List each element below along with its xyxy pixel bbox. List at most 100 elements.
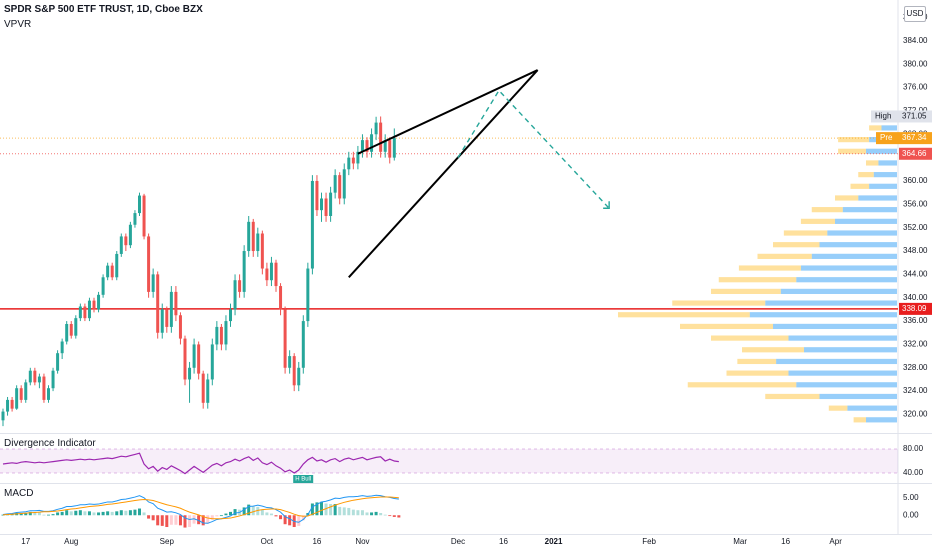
macd-histogram-bar bbox=[183, 515, 187, 528]
candle-body bbox=[370, 134, 374, 152]
y-tick-label: 328.00 bbox=[903, 363, 928, 372]
y-tick-label: 360.00 bbox=[903, 176, 928, 185]
macd-histogram-bar bbox=[174, 515, 178, 525]
candle-body bbox=[56, 353, 60, 371]
bull-badge-text: H Bull bbox=[295, 477, 311, 483]
macd-histogram-bar bbox=[219, 515, 223, 517]
macd-histogram-bar bbox=[233, 509, 237, 516]
macd-histogram-bar bbox=[297, 515, 301, 526]
pane-title-divergence[interactable]: Divergence Indicator bbox=[4, 438, 96, 449]
candle-body bbox=[360, 140, 364, 152]
macd-histogram-bar bbox=[242, 507, 246, 516]
macd-histogram-bar bbox=[274, 515, 278, 517]
macd-histogram-bar bbox=[324, 503, 328, 516]
candle-body bbox=[215, 326, 219, 345]
macd-histogram-bar bbox=[110, 511, 114, 516]
volume-profile-up-bar bbox=[788, 335, 897, 341]
volume-profile-down-bar bbox=[718, 277, 797, 283]
macd-histogram-bar bbox=[28, 511, 32, 516]
y-tick-label: 332.00 bbox=[903, 340, 928, 349]
macd-histogram-bar bbox=[138, 508, 141, 516]
volume-profile-up-bar bbox=[773, 323, 897, 330]
macd-histogram-bar bbox=[370, 512, 374, 516]
currency-button[interactable]: USD bbox=[904, 6, 926, 22]
macd-histogram-bar bbox=[301, 515, 305, 521]
macd-histogram-bar bbox=[247, 504, 251, 516]
macd-histogram-bar bbox=[56, 512, 60, 516]
volume-profile-down-bar bbox=[711, 288, 781, 294]
volume-profile-up-bar bbox=[776, 358, 897, 365]
indicator-label-vpvr[interactable]: VPVR bbox=[4, 19, 32, 30]
candle-body bbox=[119, 236, 123, 254]
volume-profile-down-bar bbox=[858, 172, 874, 178]
volume-profile-down-bar bbox=[783, 230, 828, 236]
macd-histogram-bar bbox=[256, 506, 260, 516]
y-tick-label: 376.00 bbox=[903, 83, 928, 92]
candle-body bbox=[238, 280, 242, 292]
volume-profile-down-bar bbox=[726, 370, 789, 376]
macd-histogram-bar bbox=[347, 507, 351, 516]
candle-body bbox=[192, 344, 196, 368]
macd-histogram-bar bbox=[210, 515, 214, 520]
macd-histogram-bar bbox=[151, 515, 155, 521]
candle-body bbox=[315, 180, 319, 211]
volume-profile-up-bar bbox=[842, 207, 897, 213]
y-tick-label: 380.00 bbox=[903, 59, 928, 68]
y-tick-label: 336.00 bbox=[903, 316, 928, 325]
macd-histogram-bar bbox=[397, 515, 401, 518]
macd-histogram-bar bbox=[329, 504, 333, 516]
macd-histogram-bar bbox=[315, 502, 319, 516]
macd-histogram-bar bbox=[169, 515, 173, 525]
candle-body bbox=[151, 274, 155, 292]
pane-title-macd[interactable]: MACD bbox=[4, 488, 34, 499]
y-tick-label: 320.00 bbox=[903, 410, 928, 419]
bull-badge-bg bbox=[293, 475, 314, 483]
rsi-tick-label: 80.00 bbox=[903, 444, 924, 453]
macd-histogram-bar bbox=[178, 515, 182, 526]
macd-histogram-bar bbox=[42, 514, 46, 516]
macd-histogram-bar bbox=[356, 510, 360, 516]
candle-body bbox=[28, 370, 32, 383]
macd-histogram-bar bbox=[197, 515, 201, 525]
candle-body bbox=[333, 175, 337, 193]
macd-histogram-bar bbox=[124, 510, 128, 516]
macd-histogram-bar bbox=[320, 501, 323, 516]
macd-histogram-bar bbox=[251, 506, 255, 516]
x-tick-label: Feb bbox=[642, 537, 656, 546]
macd-histogram-bar bbox=[115, 511, 119, 516]
y-tick-label: 356.00 bbox=[903, 199, 928, 208]
candle-body bbox=[142, 195, 146, 237]
last-price-label: 364.66 bbox=[902, 149, 927, 158]
last-price-label-bg bbox=[899, 147, 932, 160]
volume-profile-up-bar bbox=[800, 265, 897, 271]
volume-profile-up-bar bbox=[866, 148, 897, 154]
rsi-line bbox=[2, 452, 399, 475]
candle-body bbox=[51, 370, 55, 389]
candle-body bbox=[106, 265, 110, 278]
high-price-label-prefix-bg bbox=[871, 110, 899, 123]
candle-body bbox=[301, 321, 305, 368]
candle-body bbox=[206, 379, 210, 403]
macd-histogram-bar bbox=[92, 512, 96, 516]
candle-body bbox=[365, 140, 369, 152]
candle-body bbox=[178, 315, 182, 339]
volume-profile-up-bar bbox=[819, 242, 897, 248]
candle-body bbox=[83, 306, 87, 319]
volume-profile-up-bar bbox=[878, 160, 897, 166]
rsi-tick-label: 40.00 bbox=[903, 468, 924, 477]
macd-histogram-bar bbox=[165, 515, 169, 528]
volume-profile-up-bar bbox=[873, 172, 897, 178]
x-tick-label: Oct bbox=[261, 537, 274, 546]
candle-body bbox=[356, 151, 360, 164]
candle-body bbox=[329, 192, 333, 216]
candle-body bbox=[201, 373, 205, 403]
candle-body bbox=[10, 399, 14, 409]
macd-histogram-bar bbox=[19, 513, 23, 516]
candle-body bbox=[188, 367, 192, 380]
volume-profile-up-bar bbox=[847, 405, 897, 411]
macd-histogram-bar bbox=[51, 514, 55, 516]
candle-body bbox=[260, 233, 264, 269]
volume-profile-down-bar bbox=[835, 195, 859, 201]
candle-body bbox=[224, 321, 228, 345]
candle-body bbox=[97, 294, 101, 310]
